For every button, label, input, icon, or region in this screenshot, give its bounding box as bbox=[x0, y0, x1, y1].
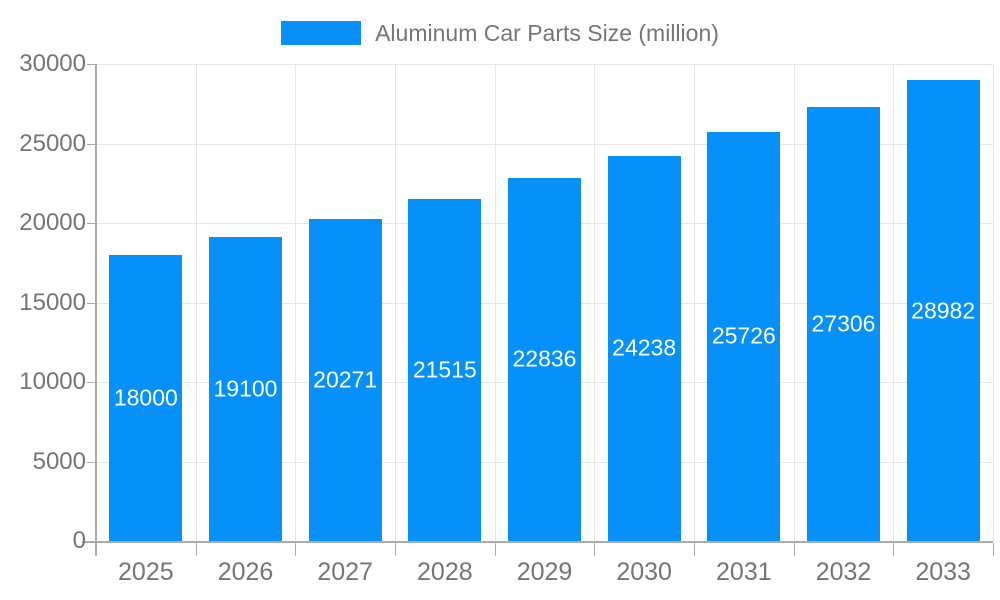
x-axis-tick bbox=[195, 543, 197, 556]
legend[interactable]: Aluminum Car Parts Size (million) bbox=[0, 18, 1000, 48]
x-axis-label: 2033 bbox=[915, 558, 971, 586]
y-axis-tick bbox=[87, 64, 95, 65]
x-axis-line bbox=[82, 541, 993, 543]
bar-2031[interactable] bbox=[707, 131, 781, 541]
y-axis-label: 30000 bbox=[19, 50, 86, 77]
bar-value-label: 25726 bbox=[711, 322, 776, 349]
bar-2028[interactable] bbox=[408, 198, 482, 541]
v-gridline bbox=[494, 64, 496, 541]
x-axis-label: 2025 bbox=[118, 558, 174, 586]
v-gridline bbox=[295, 64, 297, 541]
x-axis-tick bbox=[96, 543, 97, 556]
y-axis-label: 20000 bbox=[19, 209, 86, 236]
legend-swatch bbox=[281, 21, 362, 45]
bar-2032[interactable] bbox=[807, 106, 880, 541]
y-axis-label: 10000 bbox=[19, 368, 86, 395]
y-axis-label: 5000 bbox=[32, 447, 86, 475]
x-axis-tick bbox=[395, 543, 396, 556]
x-axis-tick bbox=[993, 543, 994, 556]
bar-value-label: 21515 bbox=[412, 356, 477, 383]
v-gridline bbox=[694, 64, 695, 541]
bar-2027[interactable] bbox=[308, 218, 382, 541]
x-axis-tick bbox=[793, 543, 795, 556]
v-gridline bbox=[195, 64, 197, 541]
x-axis-tick bbox=[893, 543, 895, 556]
bar-value-label: 18000 bbox=[113, 384, 178, 411]
bar-2029[interactable] bbox=[508, 177, 581, 541]
v-gridline bbox=[893, 64, 895, 541]
y-axis-line bbox=[95, 64, 97, 556]
y-axis-tick bbox=[87, 302, 95, 304]
y-axis-tick bbox=[87, 143, 95, 145]
x-axis-label: 2031 bbox=[716, 558, 772, 586]
bar-value-label: 22836 bbox=[512, 345, 577, 372]
h-gridline bbox=[96, 143, 993, 145]
bar-2033[interactable] bbox=[906, 80, 980, 541]
bar-2030[interactable] bbox=[607, 155, 681, 541]
x-axis-tick bbox=[494, 543, 496, 556]
x-axis-tick bbox=[694, 543, 695, 556]
x-axis-label: 2026 bbox=[217, 558, 274, 586]
y-axis-label: 25000 bbox=[19, 129, 86, 157]
y-axis-tick bbox=[87, 223, 95, 224]
y-axis-tick bbox=[87, 541, 95, 542]
bar-2025[interactable] bbox=[109, 254, 183, 541]
x-axis-label: 2029 bbox=[516, 558, 573, 586]
x-axis-label: 2030 bbox=[616, 558, 672, 586]
legend-label: Aluminum Car Parts Size (million) bbox=[375, 19, 719, 46]
v-gridline bbox=[395, 64, 396, 541]
x-axis-tick bbox=[594, 543, 596, 556]
bar-value-label: 19100 bbox=[213, 375, 278, 402]
bar-value-label: 27306 bbox=[811, 310, 876, 337]
v-gridline bbox=[993, 64, 994, 541]
h-gridline bbox=[96, 64, 993, 65]
v-gridline bbox=[594, 64, 596, 541]
v-gridline bbox=[793, 64, 795, 541]
y-axis-tick bbox=[87, 382, 95, 383]
x-axis-tick bbox=[295, 543, 297, 556]
x-axis-label: 2027 bbox=[317, 558, 373, 586]
bar-value-label: 24238 bbox=[612, 334, 677, 361]
bar-2026[interactable] bbox=[209, 237, 282, 541]
y-axis-label: 0 bbox=[72, 527, 86, 554]
x-axis-label: 2028 bbox=[417, 558, 473, 586]
bar-value-label: 28982 bbox=[911, 297, 976, 324]
bar-value-label: 20271 bbox=[313, 366, 378, 393]
x-axis-label: 2032 bbox=[815, 558, 872, 586]
y-axis-tick bbox=[87, 461, 95, 463]
y-axis-label: 15000 bbox=[19, 288, 86, 316]
